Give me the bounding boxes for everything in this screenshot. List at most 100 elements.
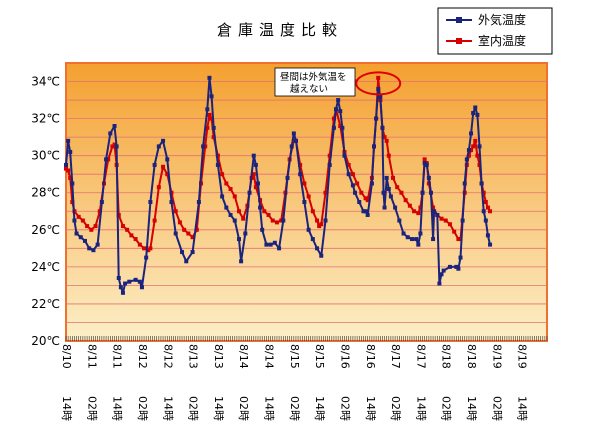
x-tick-time: 02時 <box>85 396 98 421</box>
data-point <box>247 190 252 195</box>
data-point <box>289 144 294 149</box>
data-point <box>350 183 355 188</box>
data-point <box>479 181 484 186</box>
data-point <box>253 162 258 167</box>
data-point <box>255 181 260 186</box>
x-tick-date: 8/12 <box>136 344 149 369</box>
data-point <box>488 209 493 214</box>
data-point <box>106 157 111 162</box>
data-point <box>416 211 421 216</box>
data-point <box>68 149 73 154</box>
data-point <box>148 200 153 204</box>
data-point <box>70 200 75 204</box>
data-point <box>260 227 265 232</box>
x-tick-date: 8/16 <box>364 344 377 369</box>
data-point <box>152 218 157 223</box>
data-point <box>399 190 404 195</box>
x-tick-time: 02時 <box>187 396 200 421</box>
x-tick-time: 14時 <box>465 396 478 421</box>
data-point <box>146 248 151 253</box>
data-point <box>443 218 448 223</box>
data-point <box>323 190 328 195</box>
data-point <box>215 153 220 158</box>
data-point <box>327 162 332 167</box>
data-point <box>418 231 423 236</box>
data-point <box>418 205 423 210</box>
x-tick-date: 8/18 <box>440 344 453 369</box>
data-point <box>133 277 138 282</box>
series-layer <box>64 75 493 295</box>
data-point <box>74 231 79 236</box>
data-point <box>405 235 410 240</box>
y-tick-label: 20℃ <box>31 334 60 348</box>
data-point <box>116 275 121 280</box>
x-tick-date: 8/12 <box>161 344 174 369</box>
data-point <box>483 218 488 223</box>
x-tick-date: 8/15 <box>313 344 326 369</box>
data-point <box>452 229 457 234</box>
data-point <box>361 209 366 214</box>
x-tick-time: 02時 <box>338 396 351 421</box>
data-point <box>272 240 277 245</box>
data-point <box>281 218 286 223</box>
x-tick-date: 8/13 <box>187 344 200 369</box>
y-tick-label: 34℃ <box>31 75 60 89</box>
data-point <box>378 94 383 99</box>
data-point <box>215 162 220 167</box>
data-point <box>99 200 104 204</box>
x-tick-date: 8/17 <box>389 344 402 369</box>
data-point <box>374 116 379 121</box>
legend-label-indoor: 室内温度 <box>478 33 526 48</box>
data-point <box>372 144 377 149</box>
data-point <box>382 135 387 140</box>
data-point <box>464 157 469 162</box>
data-point <box>205 125 210 130</box>
data-point <box>338 124 343 129</box>
data-point <box>386 153 391 158</box>
x-tick-date: 8/17 <box>414 344 427 369</box>
x-tick-date: 8/16 <box>338 344 351 369</box>
data-point <box>165 172 170 177</box>
data-point <box>395 185 400 190</box>
data-point <box>376 86 381 91</box>
data-point <box>382 205 387 210</box>
data-point <box>359 190 364 195</box>
data-point <box>483 200 488 204</box>
data-point <box>182 227 187 232</box>
y-tick-label: 30℃ <box>31 149 60 163</box>
data-point <box>323 218 328 223</box>
data-point <box>302 200 307 204</box>
x-tick-time: 14時 <box>516 396 529 421</box>
data-point <box>481 190 486 195</box>
data-point <box>422 157 427 162</box>
data-point <box>64 166 68 171</box>
data-point <box>357 200 362 204</box>
data-point <box>388 194 393 199</box>
data-point <box>95 242 100 247</box>
data-point <box>342 153 347 158</box>
data-point <box>475 112 480 117</box>
data-point <box>161 138 166 143</box>
data-point <box>108 131 113 136</box>
x-tick-date: 8/19 <box>490 344 503 369</box>
data-point <box>251 172 256 177</box>
legend-label-outdoor: 外気温度 <box>478 12 526 27</box>
data-point <box>177 220 182 225</box>
x-tick-time: 14時 <box>313 396 326 421</box>
annotation-line-2: 越えない <box>290 83 328 95</box>
data-point <box>475 153 480 158</box>
data-point <box>201 144 206 149</box>
data-point <box>186 231 191 236</box>
data-point <box>431 237 436 242</box>
data-point <box>424 162 429 167</box>
x-tick-date: 8/14 <box>263 344 276 369</box>
data-point <box>428 190 433 195</box>
data-point <box>211 135 216 140</box>
data-point <box>129 233 134 238</box>
x-tick-date: 8/11 <box>85 344 98 369</box>
data-point <box>125 227 130 232</box>
data-point <box>439 272 444 277</box>
legend-marker-outdoor <box>456 17 462 23</box>
data-point <box>66 168 71 173</box>
x-tick-time: 02時 <box>288 396 301 421</box>
